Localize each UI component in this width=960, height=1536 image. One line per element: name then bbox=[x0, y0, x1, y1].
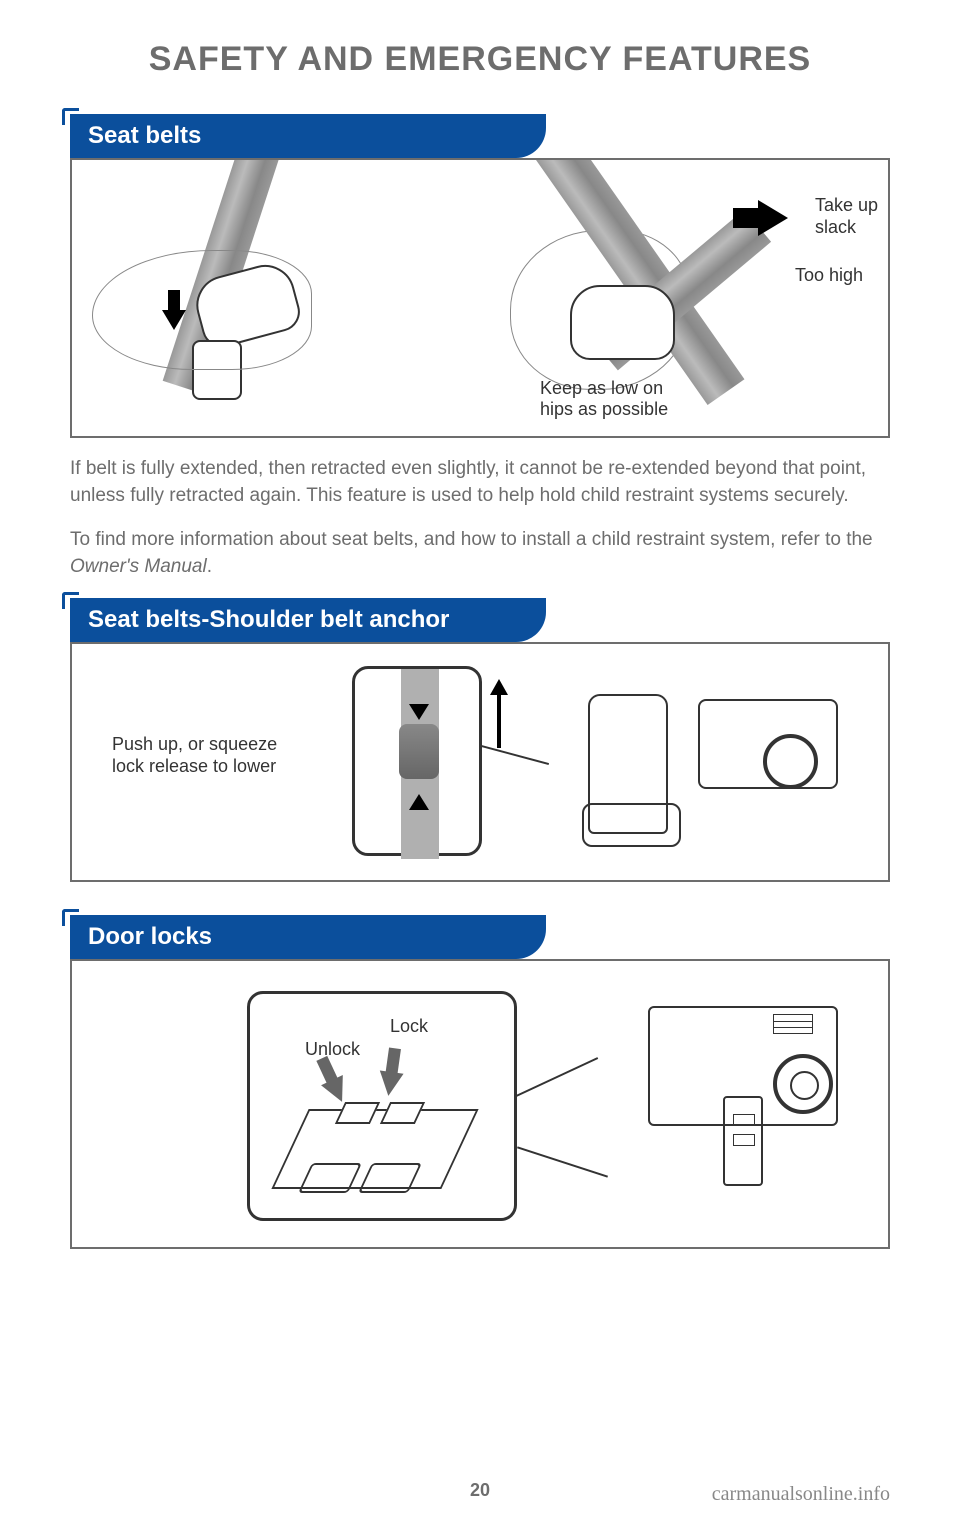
shoulder-anchor-header: Seat belts-Shoulder belt anchor bbox=[70, 598, 546, 642]
door-locks-header: Door locks bbox=[70, 915, 546, 959]
page-number: 20 bbox=[470, 1480, 490, 1501]
take-up-slack-label: Take upslack bbox=[815, 195, 878, 238]
unlock-label: Unlock bbox=[305, 1039, 360, 1061]
door-switch-inset: Lock Unlock bbox=[247, 991, 517, 1221]
para2-prefix: To find more information about seat belt… bbox=[70, 529, 873, 550]
push-squeeze-label: Push up, or squeezelock release to lower bbox=[112, 734, 277, 777]
seat-belts-illustration: Take upslack Too high Keep as low onhips… bbox=[70, 158, 890, 438]
para2-suffix: . bbox=[207, 556, 212, 577]
belt-buckle-diagram bbox=[72, 160, 480, 436]
door-locks-illustration: Lock Unlock bbox=[70, 959, 890, 1249]
seat-belts-paragraph-2: To find more information about seat belt… bbox=[70, 527, 890, 580]
page-title: SAFETY AND EMERGENCY FEATURES bbox=[70, 40, 890, 79]
shoulder-anchor-illustration: Push up, or squeezelock release to lower bbox=[70, 642, 890, 882]
car-interior-diagram bbox=[558, 664, 848, 864]
shoulder-inset-diagram bbox=[352, 666, 482, 856]
arrow-down-icon bbox=[409, 704, 429, 720]
too-high-label: Too high bbox=[795, 265, 863, 287]
belt-position-diagram: Take upslack Too high Keep as low onhips… bbox=[480, 160, 888, 436]
seat-belts-header: Seat belts bbox=[70, 114, 546, 158]
watermark: carmanualsonline.info bbox=[712, 1483, 890, 1506]
lock-label: Lock bbox=[390, 1016, 428, 1038]
keep-low-label: Keep as low onhips as possible bbox=[540, 378, 668, 421]
take-up-slack-arrow-icon bbox=[758, 200, 788, 236]
arrow-up-icon bbox=[409, 794, 429, 810]
door-interior-diagram bbox=[563, 996, 843, 1216]
lock-arrow-icon bbox=[376, 1071, 403, 1098]
arrow-up-outside-icon bbox=[490, 679, 508, 695]
para2-italic: Owner's Manual bbox=[70, 556, 207, 577]
seat-belts-paragraph-1: If belt is fully extended, then retracte… bbox=[70, 456, 890, 509]
